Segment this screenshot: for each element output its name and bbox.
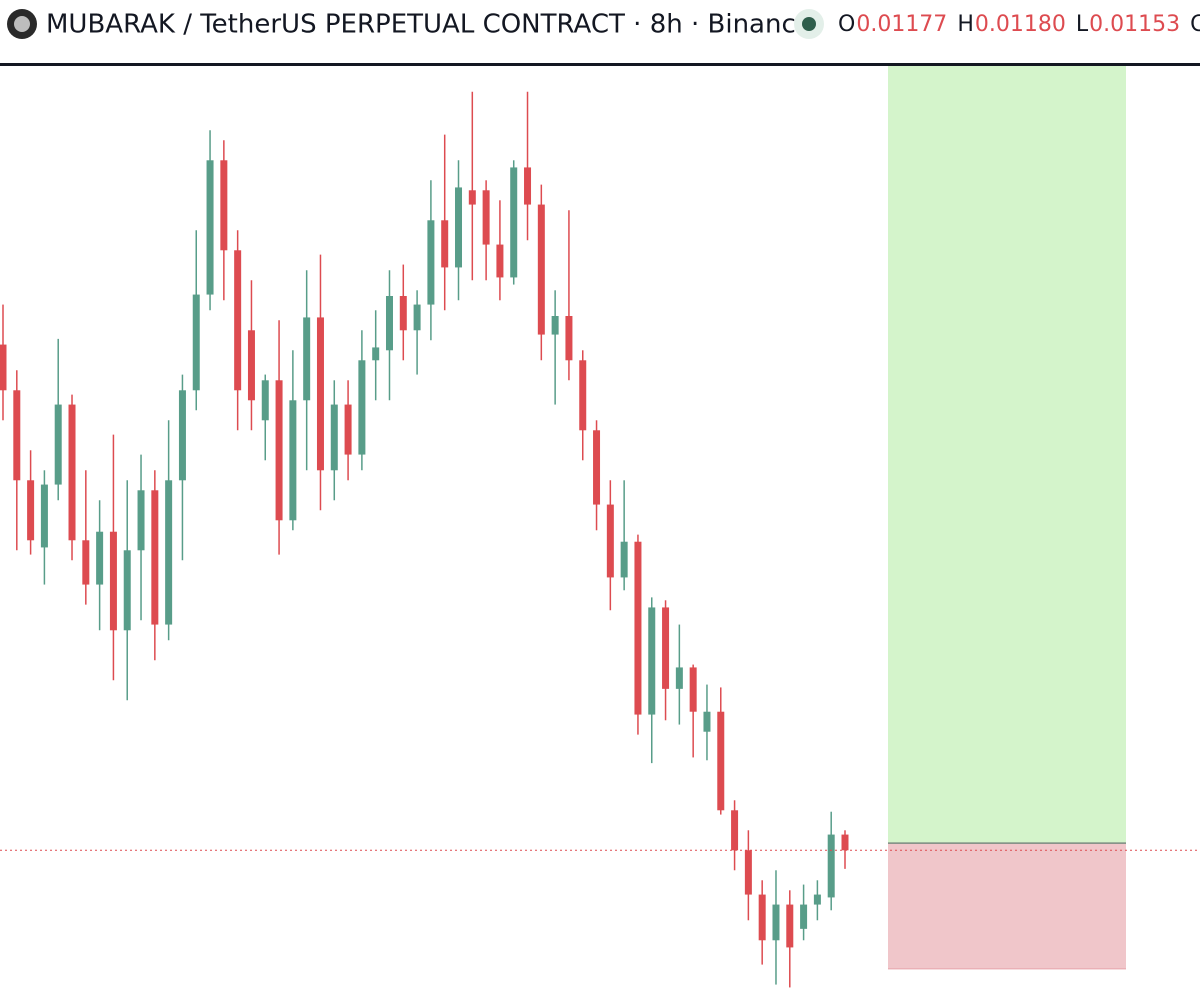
candle-body xyxy=(68,404,76,541)
candle-body xyxy=(413,304,421,331)
candle-body xyxy=(565,316,573,361)
ohlc-key: O xyxy=(838,12,855,37)
loss-zone xyxy=(888,843,1126,969)
candle-body xyxy=(662,607,670,689)
ohlc-key: H xyxy=(957,12,974,37)
candle-body xyxy=(192,294,200,391)
candle-body xyxy=(648,607,656,715)
candle-body xyxy=(27,480,35,541)
header-divider xyxy=(0,63,1200,66)
candle-body xyxy=(786,904,794,948)
candle-body xyxy=(482,190,490,245)
candle-body xyxy=(579,360,587,431)
candle-body xyxy=(524,167,532,205)
candle-body xyxy=(634,541,642,715)
candle-body xyxy=(151,490,159,625)
candle-body xyxy=(537,204,545,335)
candle-body xyxy=(165,480,173,625)
candle-body xyxy=(303,317,311,401)
candle-body xyxy=(399,296,407,331)
candle-body xyxy=(137,490,145,551)
candle-body xyxy=(593,430,601,505)
ohlc-value: 0.01153 xyxy=(1089,12,1180,37)
candle-body xyxy=(441,220,449,268)
candle-body xyxy=(731,810,739,851)
candle-body xyxy=(606,504,614,578)
candle-body xyxy=(344,404,352,455)
ohlc-key: L xyxy=(1076,12,1089,37)
candle-body xyxy=(689,667,697,712)
candle-body xyxy=(40,484,48,548)
profit-zone xyxy=(888,66,1126,844)
candle-body xyxy=(316,317,324,471)
candle-body xyxy=(206,160,214,295)
candle-body xyxy=(772,904,780,941)
status-dot xyxy=(802,17,816,31)
candle-body xyxy=(96,531,104,585)
symbol-logo-inner xyxy=(14,16,30,32)
candle-body xyxy=(675,667,683,689)
candle-body xyxy=(385,296,393,351)
candle-body xyxy=(372,347,380,361)
candle-body xyxy=(358,360,366,455)
ohlc-value: 0.01177 xyxy=(856,12,947,37)
candle-body xyxy=(54,404,62,485)
candle-body xyxy=(82,540,90,585)
candle-body xyxy=(800,904,808,929)
candle-body xyxy=(496,244,504,278)
ohlc-value: 0.01180 xyxy=(975,12,1066,37)
candle-body xyxy=(841,834,849,851)
ohlc-key: C xyxy=(1190,12,1200,37)
candle-body xyxy=(758,894,766,941)
candle-body xyxy=(234,250,242,391)
chart-title: MUBARAK / TetherUS PERPETUAL CONTRACT · … xyxy=(46,10,812,40)
plot-area xyxy=(0,66,1200,988)
candle-body xyxy=(261,380,269,421)
candle-body xyxy=(468,190,476,205)
candle-body xyxy=(275,380,283,521)
candle-body xyxy=(455,187,463,268)
candle-body xyxy=(427,220,435,305)
candle-body xyxy=(717,711,725,811)
candle-body xyxy=(330,404,338,471)
candle-body xyxy=(510,167,518,278)
candle-body xyxy=(703,711,711,732)
candle-body xyxy=(744,850,752,895)
candle-body xyxy=(289,400,297,521)
candle-body xyxy=(123,550,131,631)
candle-body xyxy=(247,330,255,401)
candle-body xyxy=(178,390,186,481)
candle-body xyxy=(0,344,7,391)
candle-body xyxy=(13,390,21,481)
candle-body xyxy=(551,316,559,335)
candle-body xyxy=(827,834,835,898)
candle-body xyxy=(620,541,628,578)
candle-body xyxy=(109,531,117,631)
candle-body xyxy=(220,160,228,251)
candle-body xyxy=(813,894,821,905)
